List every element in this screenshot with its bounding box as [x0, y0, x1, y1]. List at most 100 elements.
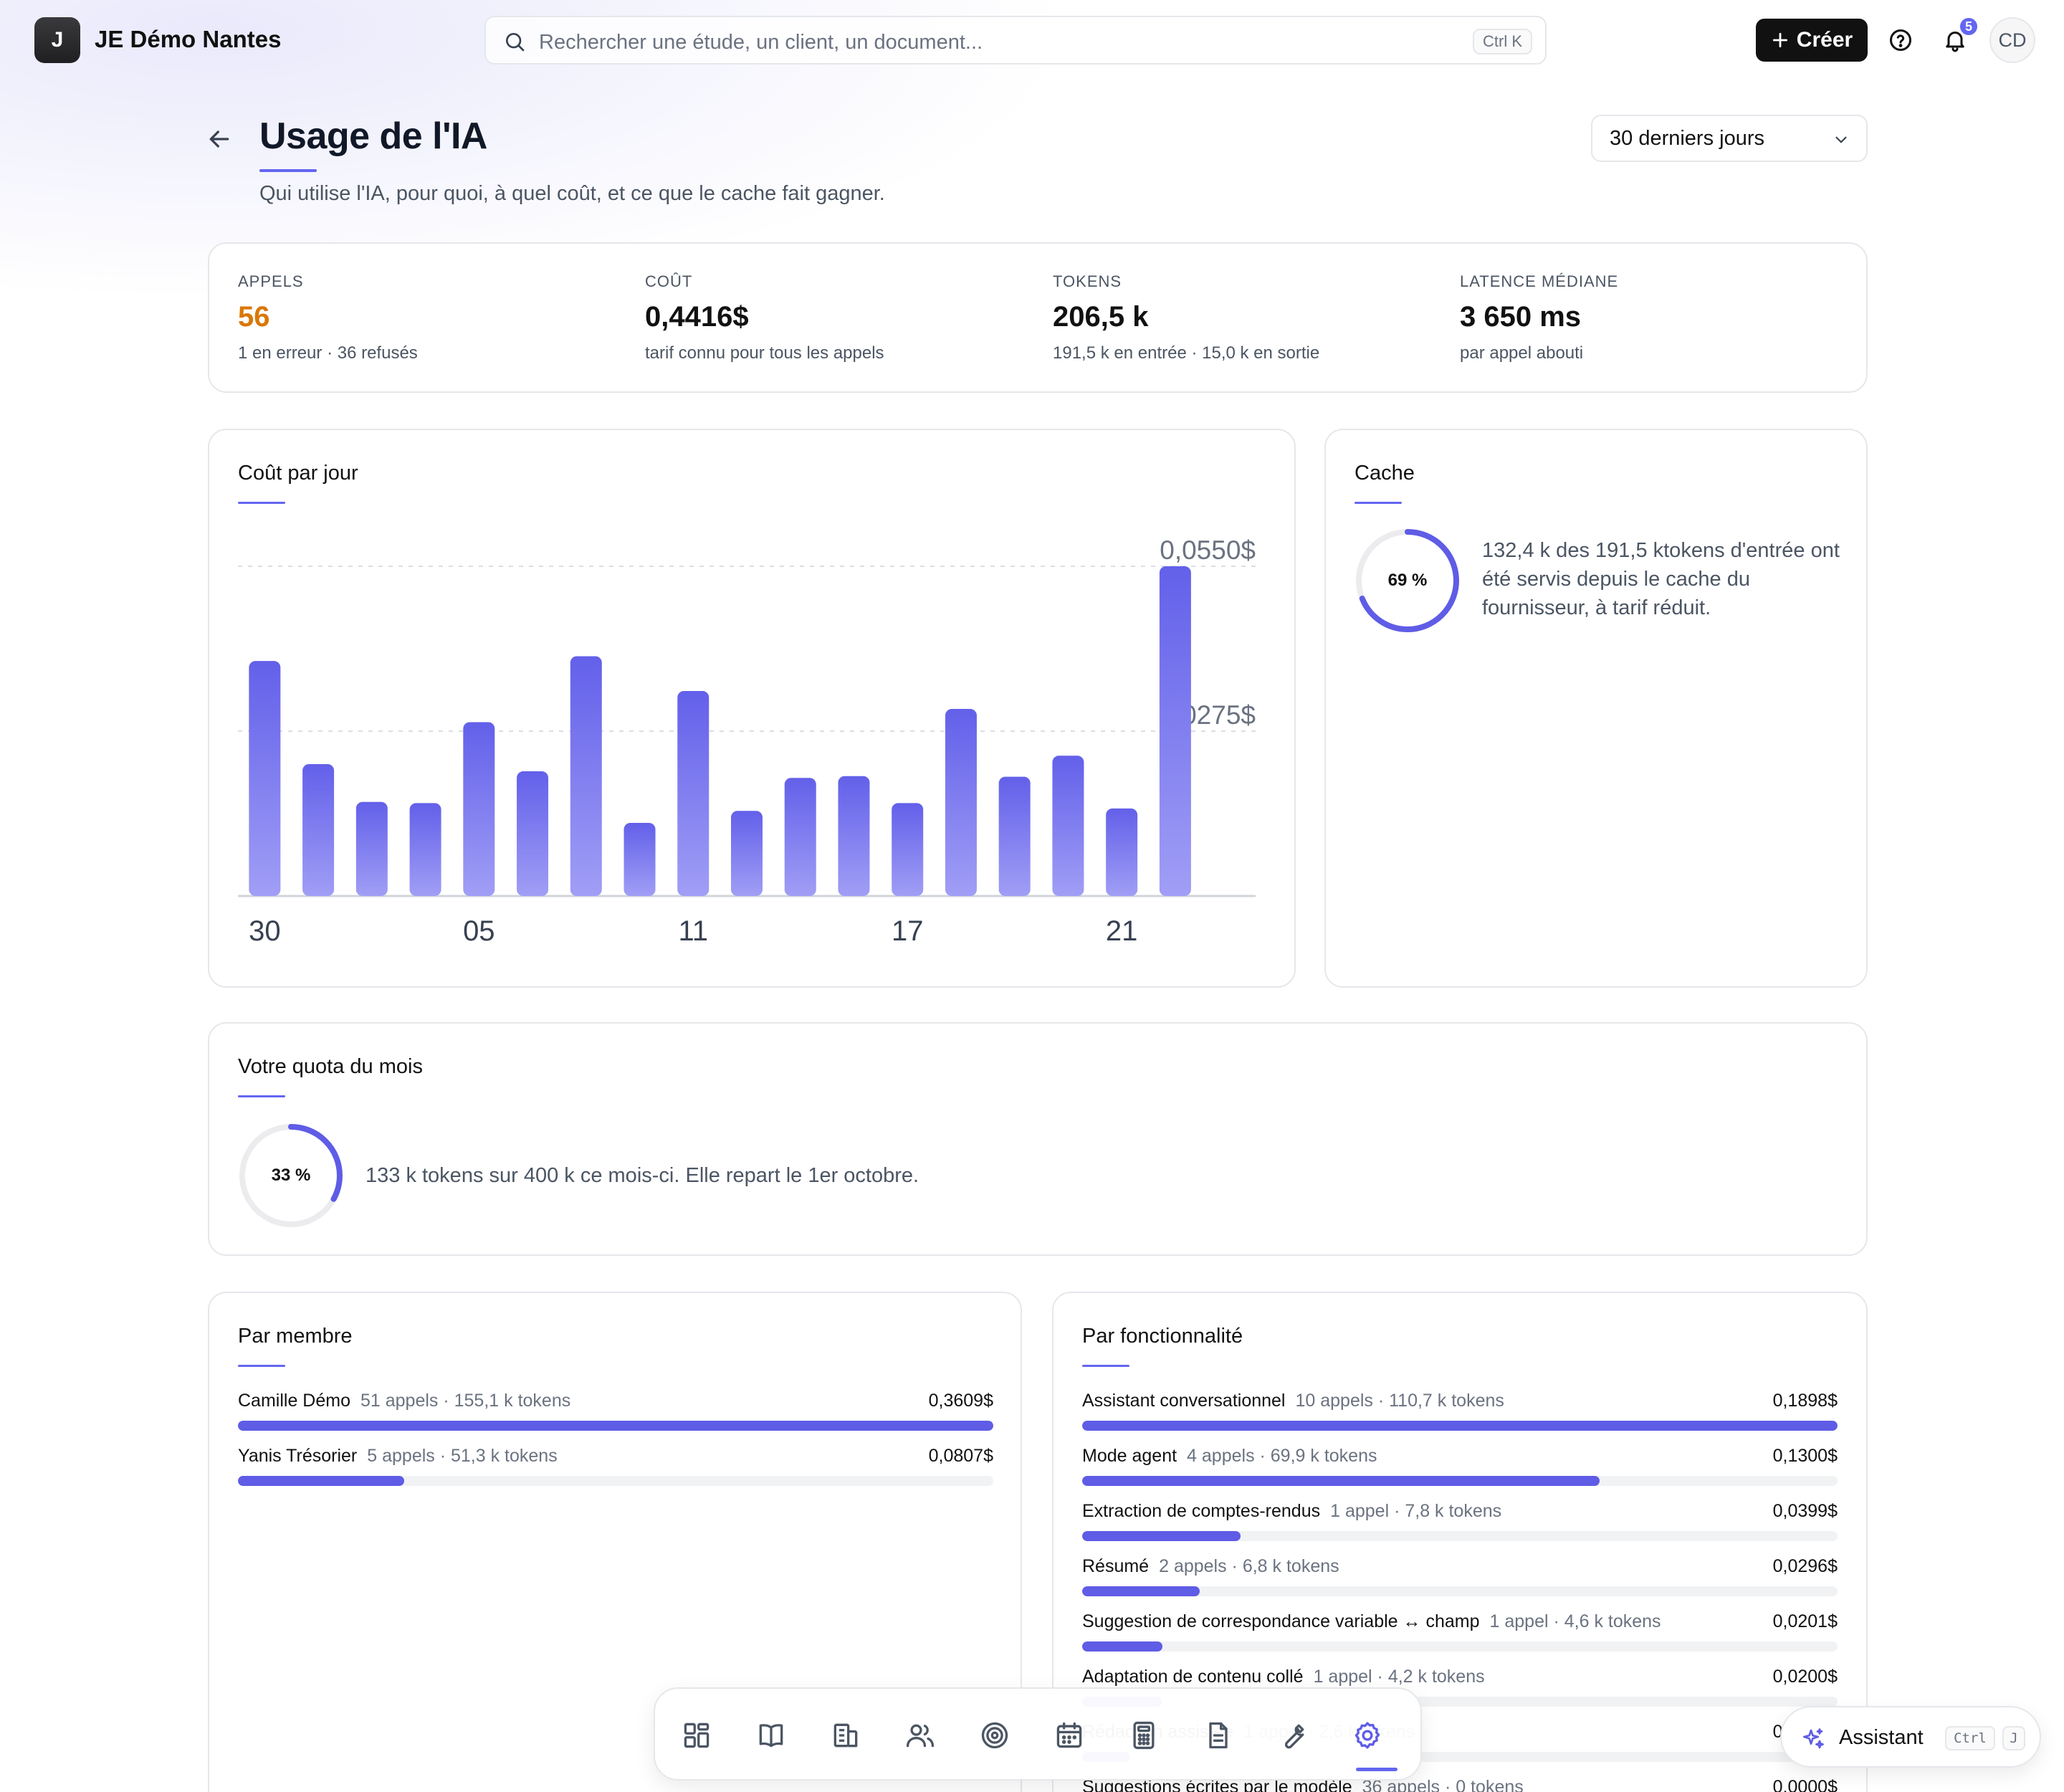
row-cost: 0,0200$ [1772, 1667, 1838, 1687]
chart-bar[interactable] [1159, 566, 1191, 896]
row-name: Résumé [1082, 1556, 1150, 1576]
quota-title: Votre quota du mois [238, 1055, 423, 1078]
row-cost: 0,3609$ [928, 1391, 993, 1411]
breakdown-row: Assistant conversationnel 10 appels · 110… [1082, 1391, 1838, 1441]
settings-icon [1354, 1722, 1380, 1749]
title-underline [259, 169, 317, 172]
row-bar-track [1082, 1476, 1838, 1486]
users-icon [906, 1724, 935, 1748]
chart-bar[interactable] [409, 803, 441, 896]
cost-chart-card: Coût par jour 0,0550$ 0,0275$ 30 05 11 17 21 [208, 429, 1296, 988]
dock-users[interactable] [900, 1715, 940, 1755]
dock-settings[interactable] [1347, 1715, 1387, 1755]
card-underline [238, 1365, 285, 1367]
help-icon [1890, 29, 1911, 51]
chart-bar[interactable] [1052, 756, 1084, 896]
stat-label: COÛT [645, 272, 693, 290]
row-cost: 0,0807$ [928, 1446, 993, 1466]
dock-wrench[interactable] [1273, 1715, 1313, 1755]
chart-bar[interactable] [945, 709, 977, 896]
chart-bar[interactable] [1106, 808, 1138, 896]
chart-bar[interactable] [249, 661, 281, 896]
dock-calculator[interactable] [1124, 1715, 1164, 1755]
chart-bar[interactable] [784, 778, 816, 896]
chart-bar[interactable] [998, 776, 1031, 896]
chart-bar[interactable] [302, 764, 335, 896]
quota-percent: 33 % [271, 1166, 311, 1185]
breakdown-row: Suggestion de correspondance variable ↔ … [1082, 1611, 1838, 1662]
breakdown-row: Suggestions écrites par le modèle 36 appe… [1082, 1777, 1838, 1792]
search-bar[interactable]: Rechercher une étude, un client, un docu… [484, 16, 1547, 65]
row-name: Extraction de comptes-rendus [1082, 1501, 1321, 1521]
cache-description: 132,4 k des 191,5 ktokens d'entrée ont é… [1482, 539, 1840, 619]
create-button[interactable]: Créer [1756, 19, 1868, 62]
row-cost: 0,0000$ [1772, 1777, 1838, 1792]
period-select[interactable]: 30 derniers jours [1591, 115, 1868, 162]
stat-latency: LATENCE MÉDIANE 3 650 ms par appel about… [1460, 272, 1618, 363]
breakdown-row: Extraction de comptes-rendus 1 appel · 7,… [1082, 1501, 1838, 1551]
row-meta: 4 appels · 69,9 k tokens [1187, 1446, 1377, 1466]
chart-bar[interactable] [517, 771, 549, 896]
row-name: Yanis Trésorier [238, 1446, 358, 1466]
stat-sub: par appel abouti [1460, 343, 1584, 363]
notifications-button[interactable] [1938, 23, 1972, 57]
stat-value: 56 [238, 301, 270, 333]
assistant-shortcut-ctrl: Ctrl [1945, 1726, 1995, 1750]
notification-badge: 5 [1958, 16, 1979, 37]
dock-book[interactable] [751, 1715, 791, 1755]
help-button[interactable] [1883, 23, 1918, 57]
chart-bar[interactable] [892, 803, 924, 896]
row-name: Suggestions écrites par le modèle [1082, 1777, 1352, 1792]
dock-calendar[interactable] [1049, 1715, 1089, 1755]
calendar-icon [1056, 1722, 1082, 1748]
row-bar-fill [1082, 1476, 1600, 1486]
plus-icon [1772, 32, 1787, 48]
chart-bar[interactable] [355, 801, 388, 896]
cache-title: Cache [1354, 462, 1415, 485]
row-cost: 0,0201$ [1772, 1611, 1838, 1631]
row-bar-track [238, 1421, 993, 1431]
chart-bar[interactable] [624, 822, 656, 896]
stat-value: 0,4416$ [645, 301, 749, 333]
dock-active-indicator [1356, 1768, 1398, 1771]
breakdown-row: Mode agent 4 appels · 69,9 k tokens 0,1300… [1082, 1446, 1838, 1496]
create-label: Créer [1796, 28, 1853, 52]
chart-bar[interactable] [838, 776, 870, 896]
row-bar-fill [1082, 1586, 1200, 1596]
x-tick-label: 17 [892, 915, 924, 947]
x-tick-label: 30 [249, 915, 281, 947]
chart-bar[interactable] [570, 656, 602, 896]
dock-grid[interactable] [677, 1715, 717, 1755]
cost-chart-title: Coût par jour [238, 462, 358, 485]
y-tick-label: 0,0550$ [1160, 535, 1256, 565]
row-meta: 36 appels · 0 tokens [1362, 1777, 1524, 1792]
page-title: Usage de l'IA [259, 115, 487, 157]
dock-target[interactable] [975, 1715, 1015, 1755]
row-meta: 2 appels · 6,8 k tokens [1159, 1556, 1339, 1576]
row-bar-track [1082, 1421, 1838, 1431]
search-shortcut: Ctrl K [1473, 29, 1532, 54]
calculator-icon [1133, 1721, 1155, 1750]
search-placeholder: Rechercher une étude, un client, un docu… [539, 31, 983, 54]
stat-sub: tarif connu pour tous les appels [645, 343, 884, 363]
top-bar: J JE Démo Nantes Rechercher une étude, u… [0, 0, 2064, 80]
stat-sub: 1 en erreur · 36 refusés [238, 343, 418, 363]
quota-description: 133 k tokens sur 400 k ce mois-ci. Elle … [366, 1164, 919, 1187]
stat-label: LATENCE MÉDIANE [1460, 272, 1619, 290]
org-name[interactable]: JE Démo Nantes [95, 26, 282, 52]
grid-icon [684, 1722, 710, 1748]
row-name: Adaptation de contenu collé [1082, 1667, 1304, 1687]
chart-bar[interactable] [677, 690, 710, 896]
chart-bar[interactable] [463, 722, 495, 896]
back-arrow-icon[interactable] [205, 125, 234, 153]
avatar[interactable]: CD [1989, 17, 2035, 63]
stat-value: 206,5 k [1053, 301, 1149, 333]
row-name: Mode agent [1082, 1446, 1177, 1466]
dock-document[interactable] [1198, 1715, 1238, 1755]
dock-building[interactable] [826, 1715, 866, 1755]
row-bar-track [1082, 1641, 1838, 1652]
stats-card: APPELS 56 1 en erreur · 36 refusés COÛT … [208, 242, 1868, 393]
org-logo[interactable]: J [34, 17, 80, 63]
assistant-button[interactable]: Assistant Ctrl J [1780, 1706, 2041, 1768]
chart-bar[interactable] [731, 811, 763, 896]
